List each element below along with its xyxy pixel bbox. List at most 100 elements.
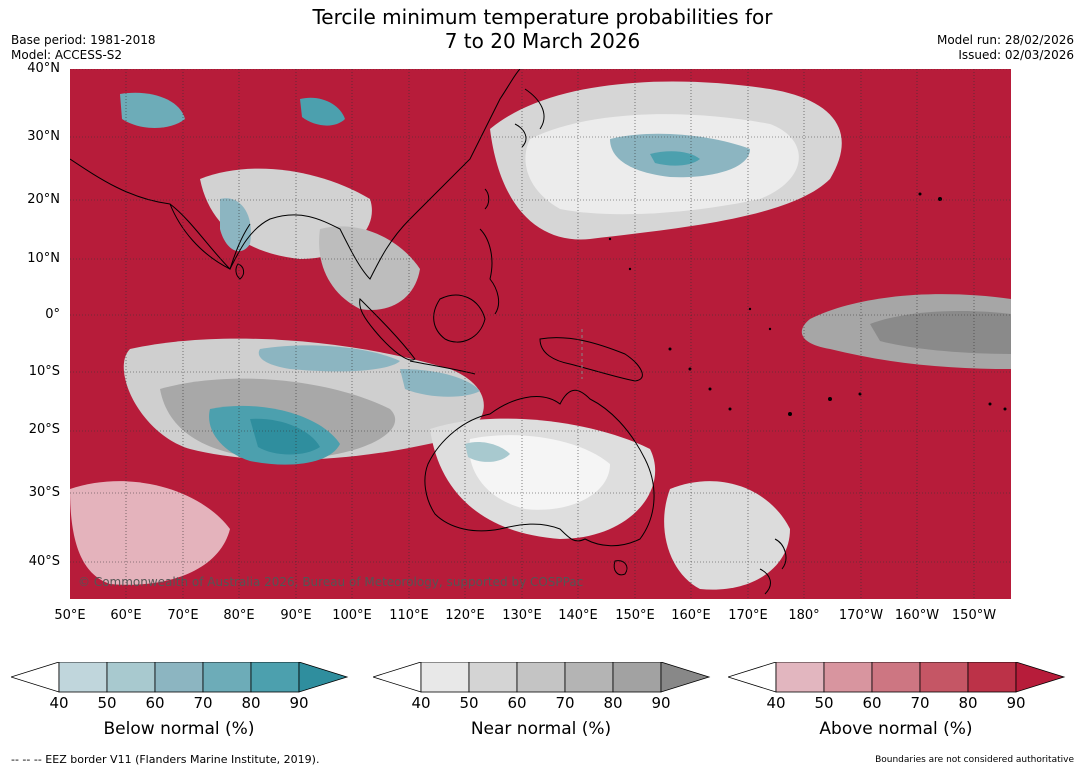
near-normal-indochina [319,226,420,310]
colorbar-tick-label: 40 [49,694,69,712]
borneo-coastline [433,294,486,343]
map-svg [70,69,1011,599]
below-normal-australia-west-ocean-dark [250,418,320,455]
new-guinea-coastline [539,337,643,382]
colorbar-segment [250,662,300,693]
latitude-label: 20°S [28,422,60,437]
colorbar-1 [11,662,349,693]
map-title: Tercile minimum temperature probabilitie… [0,5,1085,53]
colorbar-high-triangle [298,662,349,693]
issued-date: Issued: 02/03/2026 [958,48,1074,62]
below-normal-indian-ocean-band [258,345,400,372]
colorbar-tick-label: 50 [97,694,117,712]
title-line-2: 7 to 20 March 2026 [444,29,641,53]
below-normal-iran [120,92,185,128]
colorbar-3 [728,662,1066,693]
longitude-label: 150°W [951,608,997,623]
colorbar-segment [202,662,252,693]
longitude-label: 80°E [223,608,255,623]
colorbar-segment [871,662,921,693]
colorbar-segment [967,662,1017,693]
colorbar-high-triangle [1015,662,1066,693]
longitude-label: 120°E [445,608,485,623]
sri-lanka-coastline [235,263,245,280]
longitude-label: 110°E [389,608,429,623]
japan-coastline [514,88,545,148]
colorbar-tick-label: 80 [958,694,978,712]
colorbar-title: Below normal (%) [103,719,255,739]
latitude-label: 10°S [28,364,60,379]
colorbar-tick-label: 70 [193,694,213,712]
latitude-label: 30°S [28,485,60,500]
colorbar-tick-label: 50 [814,694,834,712]
philippines-coastline [479,228,500,315]
colorbar-low-triangle [373,662,422,693]
colorbar-title: Near normal (%) [470,719,612,739]
longitude-label: 60°E [110,608,142,623]
colorbar-tick-label: 70 [555,694,575,712]
colorbar-segment [106,662,156,693]
meta-right: Model run: 28/02/2026 Issued: 02/03/2026 [937,33,1074,63]
colorbar-tick-label: 40 [411,694,431,712]
colorbar-tick-label: 90 [1006,694,1026,712]
longitude-label: 140°E [558,608,598,623]
colorbar-segment [468,662,518,693]
longitude-label: 50°E [54,608,86,623]
pacific-islands [608,192,1007,416]
longitude-label: 160°W [894,608,940,623]
java-coastline [409,360,476,375]
colorbar-tick-label: 90 [289,694,309,712]
new-zealand-coastline [759,538,787,595]
colorbar-title: Above normal (%) [819,719,973,739]
title-line-1: Tercile minimum temperature probabilitie… [312,5,773,29]
near-normal-south-west [70,481,230,585]
sumatra-coastline [359,297,416,361]
colorbar-tick-label: 40 [766,694,786,712]
longitude-label: 130°E [502,608,542,623]
colorbar-tick-label: 50 [459,694,479,712]
colorbar-tick-label: 60 [862,694,882,712]
below-normal-australia-inland [465,442,510,462]
model-run: Model run: 28/02/2026 [936,33,1074,47]
colorbar-2 [373,662,711,693]
probability-map [70,69,1011,599]
model-name: Model: ACCESS-S2 [11,48,123,62]
colorbar-segment [58,662,108,693]
below-normal-india [220,198,251,252]
colorbar-segment [154,662,204,693]
australia-coastline [424,389,655,547]
colorbar-tick-label: 60 [145,694,165,712]
colorbar-tick-label: 80 [241,694,261,712]
boundary-disclaimer: Boundaries are not considered authoritat… [875,755,1074,765]
longitude-label: 150°E [615,608,655,623]
taiwan-coastline [484,188,490,210]
colorbar-segment [612,662,662,693]
colorbar-tick-label: 70 [910,694,930,712]
near-normal-east-pacific-dark [870,311,1011,354]
below-normal-tibet [300,97,345,126]
latitude-label: 40°N [27,61,60,76]
latitude-label: 10°N [27,251,60,266]
longitude-label: 70°E [167,608,199,623]
colorbar-high-triangle [660,662,711,693]
india-coastline [169,203,251,270]
meta-left: Base period: 1981-2018 Model: ACCESS-S2 [11,33,156,63]
near-normal-tasman [664,481,790,590]
colorbar-segment [564,662,614,693]
base-period: Base period: 1981-2018 [11,33,156,47]
longitude-label: 170°W [838,608,884,623]
longitude-label: 170°E [728,608,768,623]
asia-mainland-coastline [70,69,521,280]
colorbar-segment [823,662,873,693]
colorbar-tick-label: 90 [651,694,671,712]
colorbar-segment [516,662,566,693]
tasmania-coastline [613,560,628,576]
latitude-label: 20°N [27,192,60,207]
longitude-label: 180° [788,608,820,623]
map-gridlines [70,69,1011,599]
copyright-notice: © Commonwealth of Australia 2026, Bureau… [78,575,584,589]
colorbar-low-triangle [728,662,777,693]
colorbar-segment [420,662,470,693]
longitude-label: 160°E [671,608,711,623]
below-normal-north-pacific-dark [650,151,700,166]
